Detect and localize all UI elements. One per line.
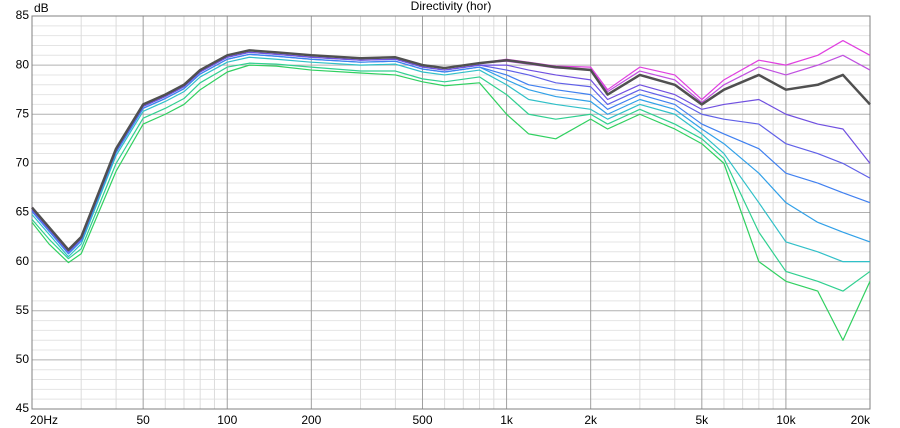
series-line [31, 49, 871, 252]
y-tick-label: 70 [16, 156, 30, 170]
x-tick-label: 100 [217, 413, 237, 427]
series-line [31, 51, 871, 253]
x-tick-label: 20Hz [30, 413, 58, 427]
y-tick-label: 55 [16, 303, 30, 317]
y-axis-label: dB [34, 1, 49, 15]
x-tick-label: 10k [776, 413, 796, 427]
x-tick-label: 5k [695, 413, 709, 427]
chart-title: Directivity (hor) [411, 0, 492, 13]
y-tick-label: 60 [16, 254, 30, 268]
x-tick-label: 500 [412, 413, 432, 427]
y-tick-label: 80 [16, 57, 30, 71]
series-line [31, 53, 871, 255]
y-tick-label: 65 [16, 205, 30, 219]
y-tick-label: 45 [16, 401, 30, 415]
x-tick-label: 2k [584, 413, 598, 427]
y-tick-label: 85 [16, 8, 30, 22]
series-line [31, 64, 871, 341]
plot-frame [31, 15, 871, 410]
series-line [31, 62, 871, 292]
x-tick-label: 200 [301, 413, 321, 427]
y-tick-label: 75 [16, 106, 30, 120]
x-tick-label: 20k [851, 413, 871, 427]
x-tick-label: 50 [136, 413, 150, 427]
series-line [31, 56, 870, 263]
x-tick-label: 1k [500, 413, 514, 427]
y-tick-label: 50 [16, 352, 30, 366]
